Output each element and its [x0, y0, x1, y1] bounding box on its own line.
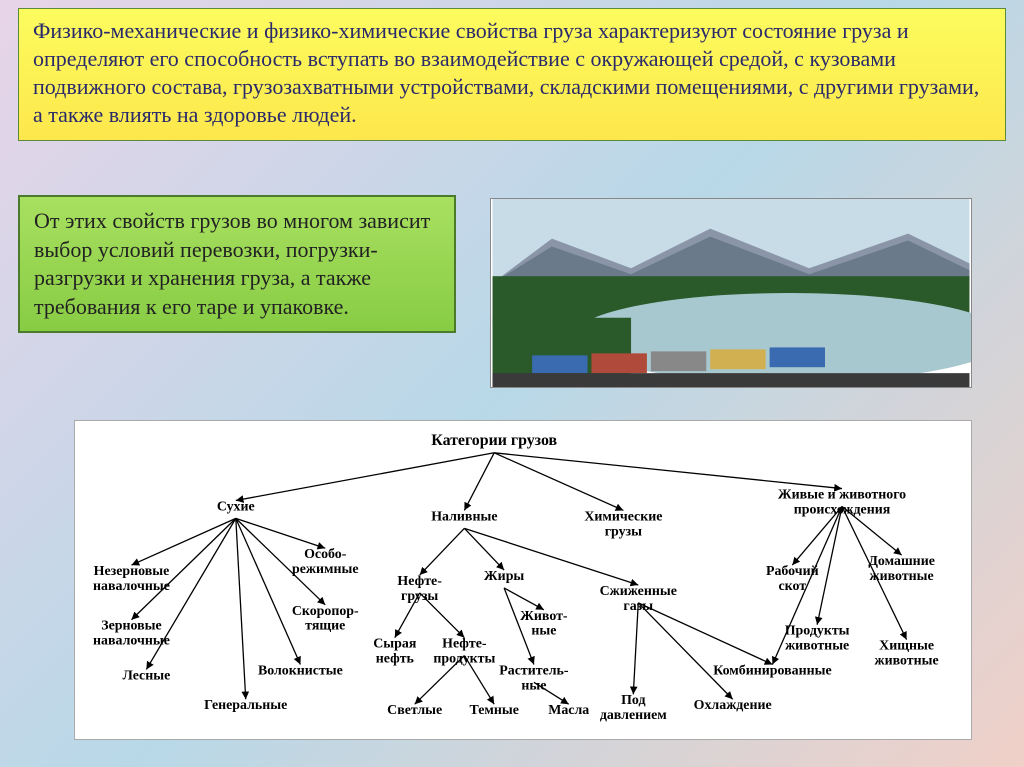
diagram-node-live: происхождения [794, 502, 891, 517]
diagram-node-zern: навалочные [93, 634, 170, 649]
diagram-node-osobo: режимные [292, 562, 359, 577]
intro-green-box: От этих свойств грузов во многом зависит… [18, 195, 456, 333]
diagram-svg: Категории грузовСухиеНаливныеХимическиег… [75, 421, 971, 739]
diagram-node-temn: Темные [469, 703, 518, 718]
diagram-node-chem: Химические [584, 509, 662, 524]
diagram-node-rastit: Раститель- [499, 663, 569, 678]
diagram-node-nefte: грузы [401, 589, 438, 604]
intro-green-text: От этих свойств грузов во многом зависит… [34, 208, 430, 319]
diagram-node-neftep: Нефте- [442, 637, 487, 652]
diagram-node-ohl: Охлаждение [694, 698, 772, 713]
diagram-node-volok: Волокнистые [258, 663, 343, 678]
landscape-svg [491, 199, 971, 387]
diagram-node-syraya: нефть [376, 651, 415, 666]
diagram-node-zhivot: Живот- [520, 609, 568, 624]
diagram-node-skoro: Скоропор- [292, 604, 359, 619]
diagram-node-komb: Комбинированные [713, 663, 831, 678]
diagram-node-davl: Под [621, 693, 645, 708]
diagram-node-syraya: Сырая [373, 637, 417, 652]
diagram-node-skoro: тящие [305, 619, 345, 634]
intro-yellow-box: Физико-механические и физико-химические … [18, 8, 1006, 141]
diagram-node-chem: грузы [605, 524, 642, 539]
diagram-node-rabsk: скот [779, 579, 807, 594]
diagram-node-osobo: Особо- [304, 547, 347, 562]
intro-yellow-text: Физико-механические и физико-химические … [33, 18, 979, 127]
diagram-node-hisch: животные [875, 653, 939, 668]
diagram-node-rabsk: Рабочий [766, 564, 819, 579]
diagram-node-masla: Масла [548, 703, 589, 718]
diagram-node-les: Лесные [122, 668, 170, 683]
diagram-node-gener: Генеральные [204, 698, 287, 713]
diagram-node-davl: давлением [600, 708, 667, 723]
diagram-node-liquid: Наливные [431, 509, 497, 524]
diagram-node-zhiry: Жиры [484, 569, 524, 584]
diagram-node-root: Категории грузов [431, 432, 557, 449]
diagram-node-neftep: продукты [433, 651, 495, 666]
cargo-categories-diagram: Категории грузовСухиеНаливныеХимическиег… [74, 420, 972, 740]
diagram-node-prod: Продукты [785, 624, 850, 639]
diagram-node-nezern: навалочные [93, 579, 170, 594]
diagram-node-nezern: Незерновые [94, 564, 170, 579]
diagram-node-zern: Зерновые [101, 619, 161, 634]
diagram-node-live: Живые и животного [778, 488, 906, 503]
diagram-node-zhivot: ные [531, 624, 556, 639]
diagram-node-rastit: ные [521, 678, 546, 693]
diagram-node-gas: Сжиженные [600, 584, 677, 599]
train-landscape-photo [490, 198, 972, 388]
diagram-node-hisch: Хищные [879, 639, 934, 654]
diagram-node-dom: Домашние [868, 554, 935, 569]
diagram-node-dom: животные [870, 569, 934, 584]
diagram-node-svet: Светлые [387, 703, 442, 718]
diagram-node-prod: животные [785, 639, 849, 654]
diagram-node-gas: газы [623, 599, 653, 614]
diagram-node-nefte: Нефте- [397, 574, 442, 589]
diagram-node-dry: Сухие [217, 499, 255, 514]
